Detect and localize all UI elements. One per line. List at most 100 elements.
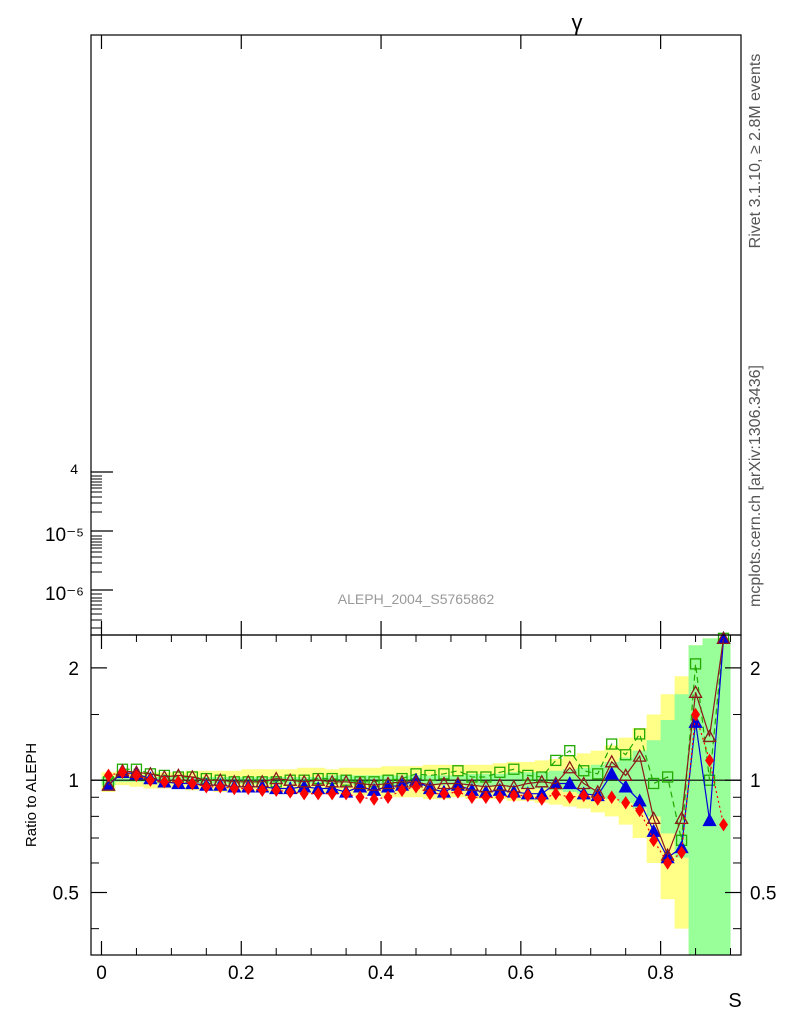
- y-axis-label: Ratio to ALEPH: [23, 743, 40, 847]
- data-point: [425, 786, 435, 801]
- data-point: [621, 796, 631, 810]
- rivet-label: Rivet 3.1.10, ≥ 2.8M events: [747, 54, 764, 249]
- data-point: [618, 768, 633, 782]
- data-point: [271, 783, 281, 797]
- data-point: [201, 780, 211, 794]
- data-point: [466, 771, 478, 783]
- data-point: [716, 630, 731, 644]
- data-point: [145, 773, 155, 787]
- ratio-bands: [101, 638, 731, 955]
- data-point: [705, 753, 715, 768]
- data-point: [663, 856, 673, 870]
- chart-title: γ: [572, 10, 583, 35]
- data-point: [632, 748, 647, 762]
- data-point: [576, 776, 591, 790]
- upper-panel-frame: [90, 34, 742, 636]
- data-point: [439, 786, 449, 801]
- data-point: [702, 729, 717, 743]
- y-tick-label: 2: [68, 659, 79, 680]
- data-point: [159, 775, 169, 789]
- x-tick-label: 0: [96, 963, 107, 984]
- data-point: [495, 790, 505, 804]
- x-axis-label: S: [728, 990, 741, 1012]
- data-point: [691, 707, 701, 722]
- data-point: [453, 785, 463, 799]
- data-point: [620, 749, 632, 761]
- upper-tick-label-1e-6: 10⁻⁶: [45, 584, 84, 605]
- data-point: [173, 775, 183, 789]
- data-point: [299, 786, 309, 801]
- data-point: [229, 781, 239, 796]
- data-point: [313, 786, 323, 801]
- data-point: [283, 772, 298, 786]
- data-point: [703, 774, 716, 786]
- data-point: [534, 774, 549, 788]
- data-point: [578, 765, 590, 777]
- data-point: [327, 786, 337, 801]
- data-point: [688, 684, 703, 698]
- data-point: [562, 776, 577, 790]
- uncertainty-band-0: [101, 638, 731, 955]
- data-point: [352, 776, 368, 790]
- data-point: [537, 792, 547, 806]
- data-point: [383, 790, 393, 804]
- data-point: [604, 754, 619, 768]
- ratio-series: [101, 630, 731, 870]
- data-point: [592, 768, 604, 780]
- data-point: [187, 776, 197, 791]
- upper-tick-label-1e-5: 10⁻⁵: [45, 525, 84, 546]
- data-point: [520, 776, 535, 790]
- data-point: [464, 777, 480, 791]
- data-point: [366, 777, 382, 791]
- data-point: [550, 754, 562, 767]
- data-point: [452, 765, 464, 777]
- x-tick-label: 0.4: [368, 963, 395, 984]
- upper-tick-label-4: 4: [70, 461, 78, 477]
- data-point: [523, 788, 533, 803]
- data-point: [481, 790, 491, 804]
- x-tick-label: 0.6: [508, 963, 534, 984]
- data-point: [438, 768, 450, 780]
- x-tick-label: 0.2: [228, 963, 254, 984]
- data-point: [551, 786, 561, 801]
- data-point: [131, 768, 141, 783]
- data-point: [297, 774, 312, 788]
- data-point: [215, 780, 225, 794]
- y-tick-label: 0.5: [53, 884, 79, 905]
- analysis-label: ALEPH_2004_S5765862: [338, 591, 495, 607]
- data-point: [646, 811, 661, 825]
- data-point: [101, 777, 116, 791]
- data-point: [647, 777, 660, 790]
- data-point: [339, 774, 354, 788]
- data-point: [689, 658, 702, 670]
- axis-ticks: 0 0.2 0.4 0.6 0.8 0.5 0.5 1 1 2 2: [53, 635, 776, 984]
- data-point: [606, 738, 618, 750]
- y-tick-label-right: 2: [750, 659, 761, 680]
- upper-panel-ticks: [91, 35, 662, 635]
- data-point: [522, 769, 534, 782]
- data-point: [355, 790, 365, 804]
- data-point: [492, 777, 507, 791]
- data-point: [579, 788, 589, 803]
- data-point: [117, 765, 127, 780]
- data-point: [103, 768, 113, 783]
- y-tick-label-right: 0.5: [750, 884, 776, 905]
- data-point: [397, 783, 407, 797]
- data-point: [508, 763, 520, 775]
- data-point: [564, 745, 576, 757]
- data-point: [494, 766, 506, 778]
- data-point: [341, 786, 351, 801]
- data-point: [311, 772, 326, 786]
- data-point: [411, 780, 421, 794]
- data-point: [243, 781, 253, 796]
- data-point: [604, 766, 619, 780]
- data-point: [380, 776, 396, 790]
- data-point: [562, 760, 577, 774]
- data-point: [634, 728, 646, 740]
- data-point: [635, 803, 645, 818]
- data-point: [677, 845, 687, 860]
- data-point: [565, 790, 575, 804]
- y-tick-label-right: 1: [750, 771, 761, 792]
- mcplots-label: mcplots.cern.ch [arXiv:1306.3436]: [747, 365, 764, 607]
